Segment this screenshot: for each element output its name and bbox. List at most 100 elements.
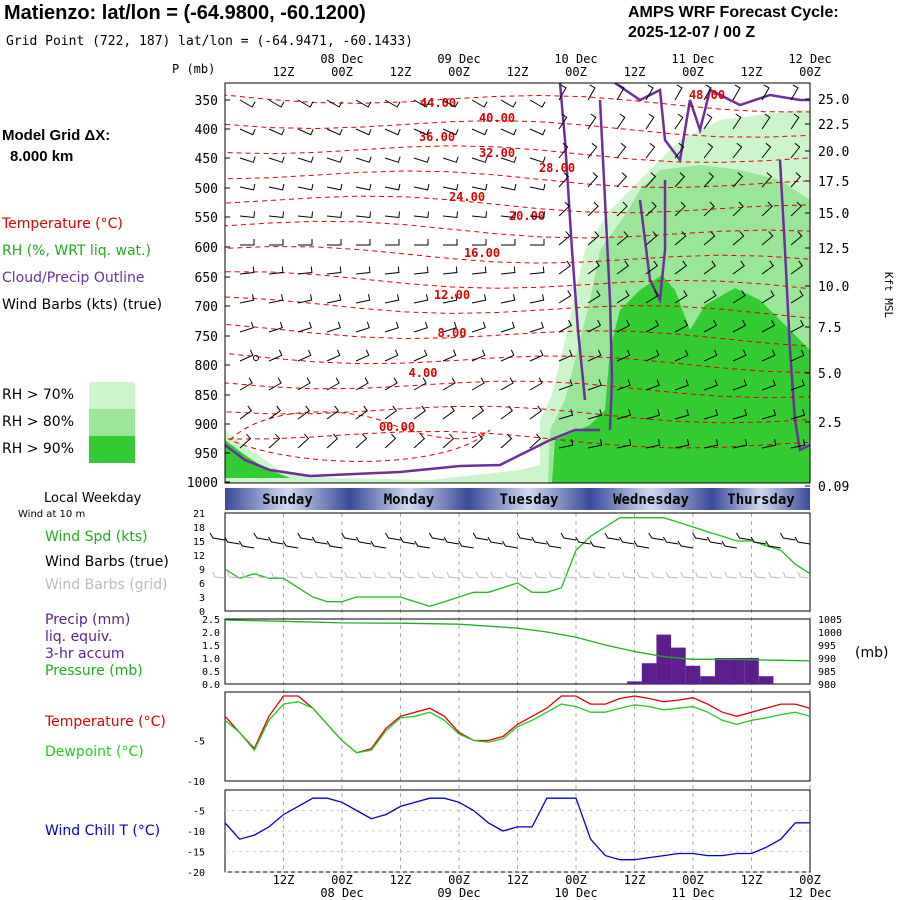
grid-wind-barb — [461, 571, 474, 579]
wind-barb — [355, 211, 371, 219]
cloud-outline-layer — [224, 81, 811, 478]
surface-wind-barb — [385, 532, 401, 541]
wind-barb — [471, 294, 487, 304]
isotherm-line — [224, 352, 811, 374]
wind-barb — [326, 183, 343, 191]
wind-barb — [529, 321, 544, 333]
wind-barb — [529, 156, 546, 163]
wind-barb — [703, 84, 712, 101]
wind-barb — [471, 349, 486, 362]
surface-wind-barb — [662, 536, 679, 545]
weekday-cell — [468, 488, 590, 510]
wind-barb — [761, 113, 771, 130]
cloud-outline-right — [778, 159, 811, 452]
precip-bar — [685, 665, 701, 684]
wind-barb — [413, 321, 428, 333]
surface-wind-barb — [297, 532, 313, 541]
chill-tick-label: -20 — [187, 868, 205, 879]
bottom-hour-label: 12Z — [507, 873, 529, 887]
temp-tick-label: -5 — [193, 737, 205, 748]
wind-barb — [674, 201, 686, 217]
top-date-label: 12 Dec — [788, 52, 831, 66]
grid-wind-barb — [285, 571, 299, 579]
wind-barb — [703, 113, 713, 130]
wind-tick-label: 9 — [199, 565, 205, 576]
pressure-tick-label: 350 — [195, 94, 218, 109]
weekday-name: Monday — [384, 492, 435, 508]
wind-barb — [413, 211, 429, 219]
surface-wind-barb — [414, 540, 430, 549]
wind-barb — [645, 231, 658, 246]
wind-barb — [413, 266, 429, 275]
wind-barb — [268, 183, 285, 191]
precip-bar — [744, 658, 759, 684]
wind-barb — [558, 319, 573, 333]
surface-wind-barb — [765, 540, 781, 549]
wind-barb — [326, 321, 341, 333]
model-grid-value: 8.000 km — [10, 148, 74, 165]
isotherm-label: 00.00 — [379, 420, 415, 434]
wind-barb — [645, 439, 661, 449]
wind-barb — [732, 349, 747, 362]
isotherm-line — [224, 195, 811, 214]
wind-barb — [239, 349, 254, 362]
grid-wind-barb — [563, 571, 577, 579]
pressure-tick-label: 600 — [195, 241, 218, 256]
wind-barb — [297, 321, 312, 333]
weekday-cell — [712, 488, 810, 510]
wind-barb — [732, 379, 747, 391]
wind-barb — [558, 84, 567, 101]
top-date-label: 08 Dec — [320, 52, 363, 66]
forecast-cycle-date: 2025-12-07 / 00 Z — [628, 24, 756, 41]
isotherm-label: 16.00 — [464, 246, 500, 260]
grid-wind-barb — [519, 571, 533, 579]
wind-barb — [500, 156, 517, 163]
wind-barb — [326, 211, 342, 219]
wind-barb — [703, 260, 716, 275]
wind-barb — [645, 409, 661, 420]
wind-barbs-grid-label: Wind Barbs (grid) — [45, 577, 168, 593]
grid-wind-barb — [212, 571, 226, 579]
top-hour-label: 12Z — [507, 65, 529, 79]
wind-barb — [471, 321, 486, 333]
wind-barb — [674, 84, 683, 101]
precip-panel-frame — [224, 618, 811, 685]
wind-barb — [790, 349, 805, 362]
wind-barb — [761, 409, 777, 420]
wind-barb — [297, 211, 313, 219]
pressure-unit-label: (mb) — [855, 645, 889, 661]
pressure-axis-label: P (mb) — [172, 62, 215, 76]
isotherm-line — [224, 380, 811, 399]
surface-wind-barb — [706, 536, 723, 545]
pressure-label: Pressure (mb) — [45, 663, 143, 679]
wind-barb — [587, 142, 598, 159]
wind-barb — [529, 128, 546, 136]
precip-bar — [627, 681, 642, 684]
pressure-tick-label: 650 — [195, 271, 218, 286]
wind-barb — [790, 379, 805, 391]
grid-wind-barb — [329, 571, 343, 579]
wind-barb — [616, 201, 628, 217]
wind-barb — [268, 294, 284, 304]
wind-barb — [413, 156, 430, 163]
legend-wind-barbs: Wind Barbs (kts) (true) — [2, 297, 163, 313]
wind-barb — [443, 239, 458, 246]
wind-barb — [268, 211, 284, 219]
grid-wind-barb — [578, 571, 591, 579]
wind-barb — [790, 290, 804, 304]
wind-barb — [442, 183, 459, 191]
grid-wind-barb — [753, 571, 767, 579]
wind-barb — [732, 290, 746, 304]
wind-barb — [674, 113, 684, 130]
bottom-hour-label: 12Z — [741, 873, 763, 887]
wind-barb — [326, 377, 340, 391]
precip-tick-label: 0.5 — [202, 667, 220, 678]
wind-barb — [472, 239, 487, 246]
isotherm-label: 12.00 — [434, 288, 470, 302]
isotherm-line — [224, 323, 811, 347]
surface-wind-barb — [648, 532, 664, 541]
isotherm-label: 36.00 — [419, 130, 455, 144]
wind-barb — [442, 128, 459, 136]
wind-barb — [355, 128, 372, 136]
wind-barb — [384, 266, 400, 275]
